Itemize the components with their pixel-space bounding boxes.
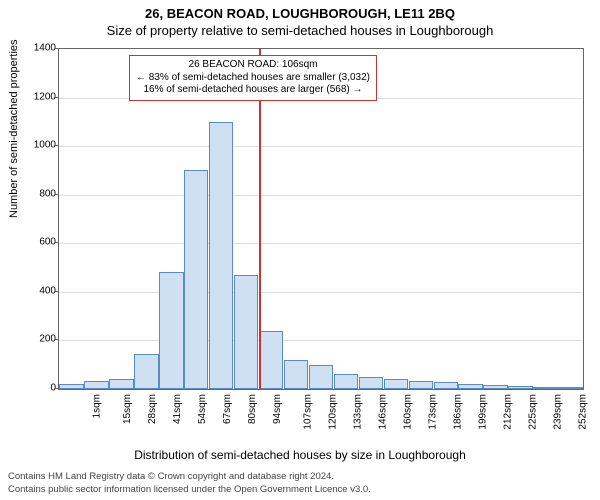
x-tick-label: 15sqm <box>122 394 133 424</box>
x-tick-label: 80sqm <box>247 394 258 424</box>
x-tick-label: 252sqm <box>577 394 588 430</box>
histogram-bar <box>59 384 83 389</box>
annotation-line3: 16% of semi-detached houses are larger (… <box>136 84 370 97</box>
histogram-bar <box>384 379 408 389</box>
histogram-bar <box>234 275 258 389</box>
histogram-bar <box>483 385 507 389</box>
histogram-bar <box>434 382 458 389</box>
histogram-bar <box>84 381 108 390</box>
x-tick-label: 133sqm <box>353 394 364 430</box>
histogram-bar <box>209 122 233 389</box>
x-axis-label: Distribution of semi-detached houses by … <box>0 448 600 462</box>
histogram-chart: 26 BEACON ROAD: 106sqm ← 83% of semi-det… <box>58 48 584 390</box>
grid-line <box>59 146 583 147</box>
histogram-bar <box>359 377 383 389</box>
x-tick-label: 28sqm <box>147 394 158 424</box>
footer-text: Contains HM Land Registry data © Crown c… <box>8 471 371 496</box>
annotation-line2: ← 83% of semi-detached houses are smalle… <box>136 72 370 85</box>
x-tick-label: 41sqm <box>172 394 183 424</box>
y-tick-label: 1000 <box>26 140 56 151</box>
histogram-bar <box>409 381 433 390</box>
y-tick-label: 0 <box>26 383 56 394</box>
x-tick-label: 225sqm <box>527 394 538 430</box>
y-tick-label: 600 <box>26 237 56 248</box>
page-subtitle: Size of property relative to semi-detach… <box>0 21 600 42</box>
grid-line <box>59 195 583 196</box>
x-tick-label: 120sqm <box>328 394 339 430</box>
footer-line1: Contains HM Land Registry data © Crown c… <box>8 471 371 483</box>
histogram-bar <box>458 384 482 389</box>
annotation-line1: 26 BEACON ROAD: 106sqm <box>136 59 370 72</box>
x-tick-label: 186sqm <box>452 394 463 430</box>
annotation-box: 26 BEACON ROAD: 106sqm ← 83% of semi-det… <box>129 55 377 101</box>
x-tick-label: 146sqm <box>378 394 389 430</box>
y-tick-label: 800 <box>26 188 56 199</box>
y-tick-label: 200 <box>26 334 56 345</box>
x-tick-label: 94sqm <box>272 394 283 424</box>
y-tick-label: 1200 <box>26 91 56 102</box>
histogram-bar <box>284 360 308 389</box>
histogram-bar <box>533 387 557 389</box>
histogram-bar <box>309 365 333 389</box>
histogram-bar <box>334 374 358 389</box>
x-tick-label: 239sqm <box>552 394 563 430</box>
histogram-bar <box>259 331 283 389</box>
histogram-bar <box>184 170 208 389</box>
y-tick-label: 400 <box>26 285 56 296</box>
x-tick-label: 67sqm <box>222 394 233 424</box>
y-axis-label: Number of semi-detached properties <box>8 39 20 218</box>
grid-line <box>59 243 583 244</box>
x-tick-label: 160sqm <box>402 394 413 430</box>
footer-line2: Contains public sector information licen… <box>8 484 371 496</box>
x-tick-label: 173sqm <box>427 394 438 430</box>
x-tick-label: 107sqm <box>303 394 314 430</box>
y-tick-label: 1400 <box>26 43 56 54</box>
histogram-bar <box>109 379 133 389</box>
x-tick-label: 199sqm <box>477 394 488 430</box>
x-tick-label: 1sqm <box>92 394 103 418</box>
histogram-bar <box>558 387 582 389</box>
histogram-bar <box>134 354 158 389</box>
grid-line <box>59 340 583 341</box>
x-tick-label: 212sqm <box>502 394 513 430</box>
page-title-address: 26, BEACON ROAD, LOUGHBOROUGH, LE11 2BQ <box>0 0 600 21</box>
grid-line <box>59 292 583 293</box>
histogram-bar <box>508 386 532 389</box>
x-tick-label: 54sqm <box>197 394 208 424</box>
histogram-bar <box>159 272 183 389</box>
